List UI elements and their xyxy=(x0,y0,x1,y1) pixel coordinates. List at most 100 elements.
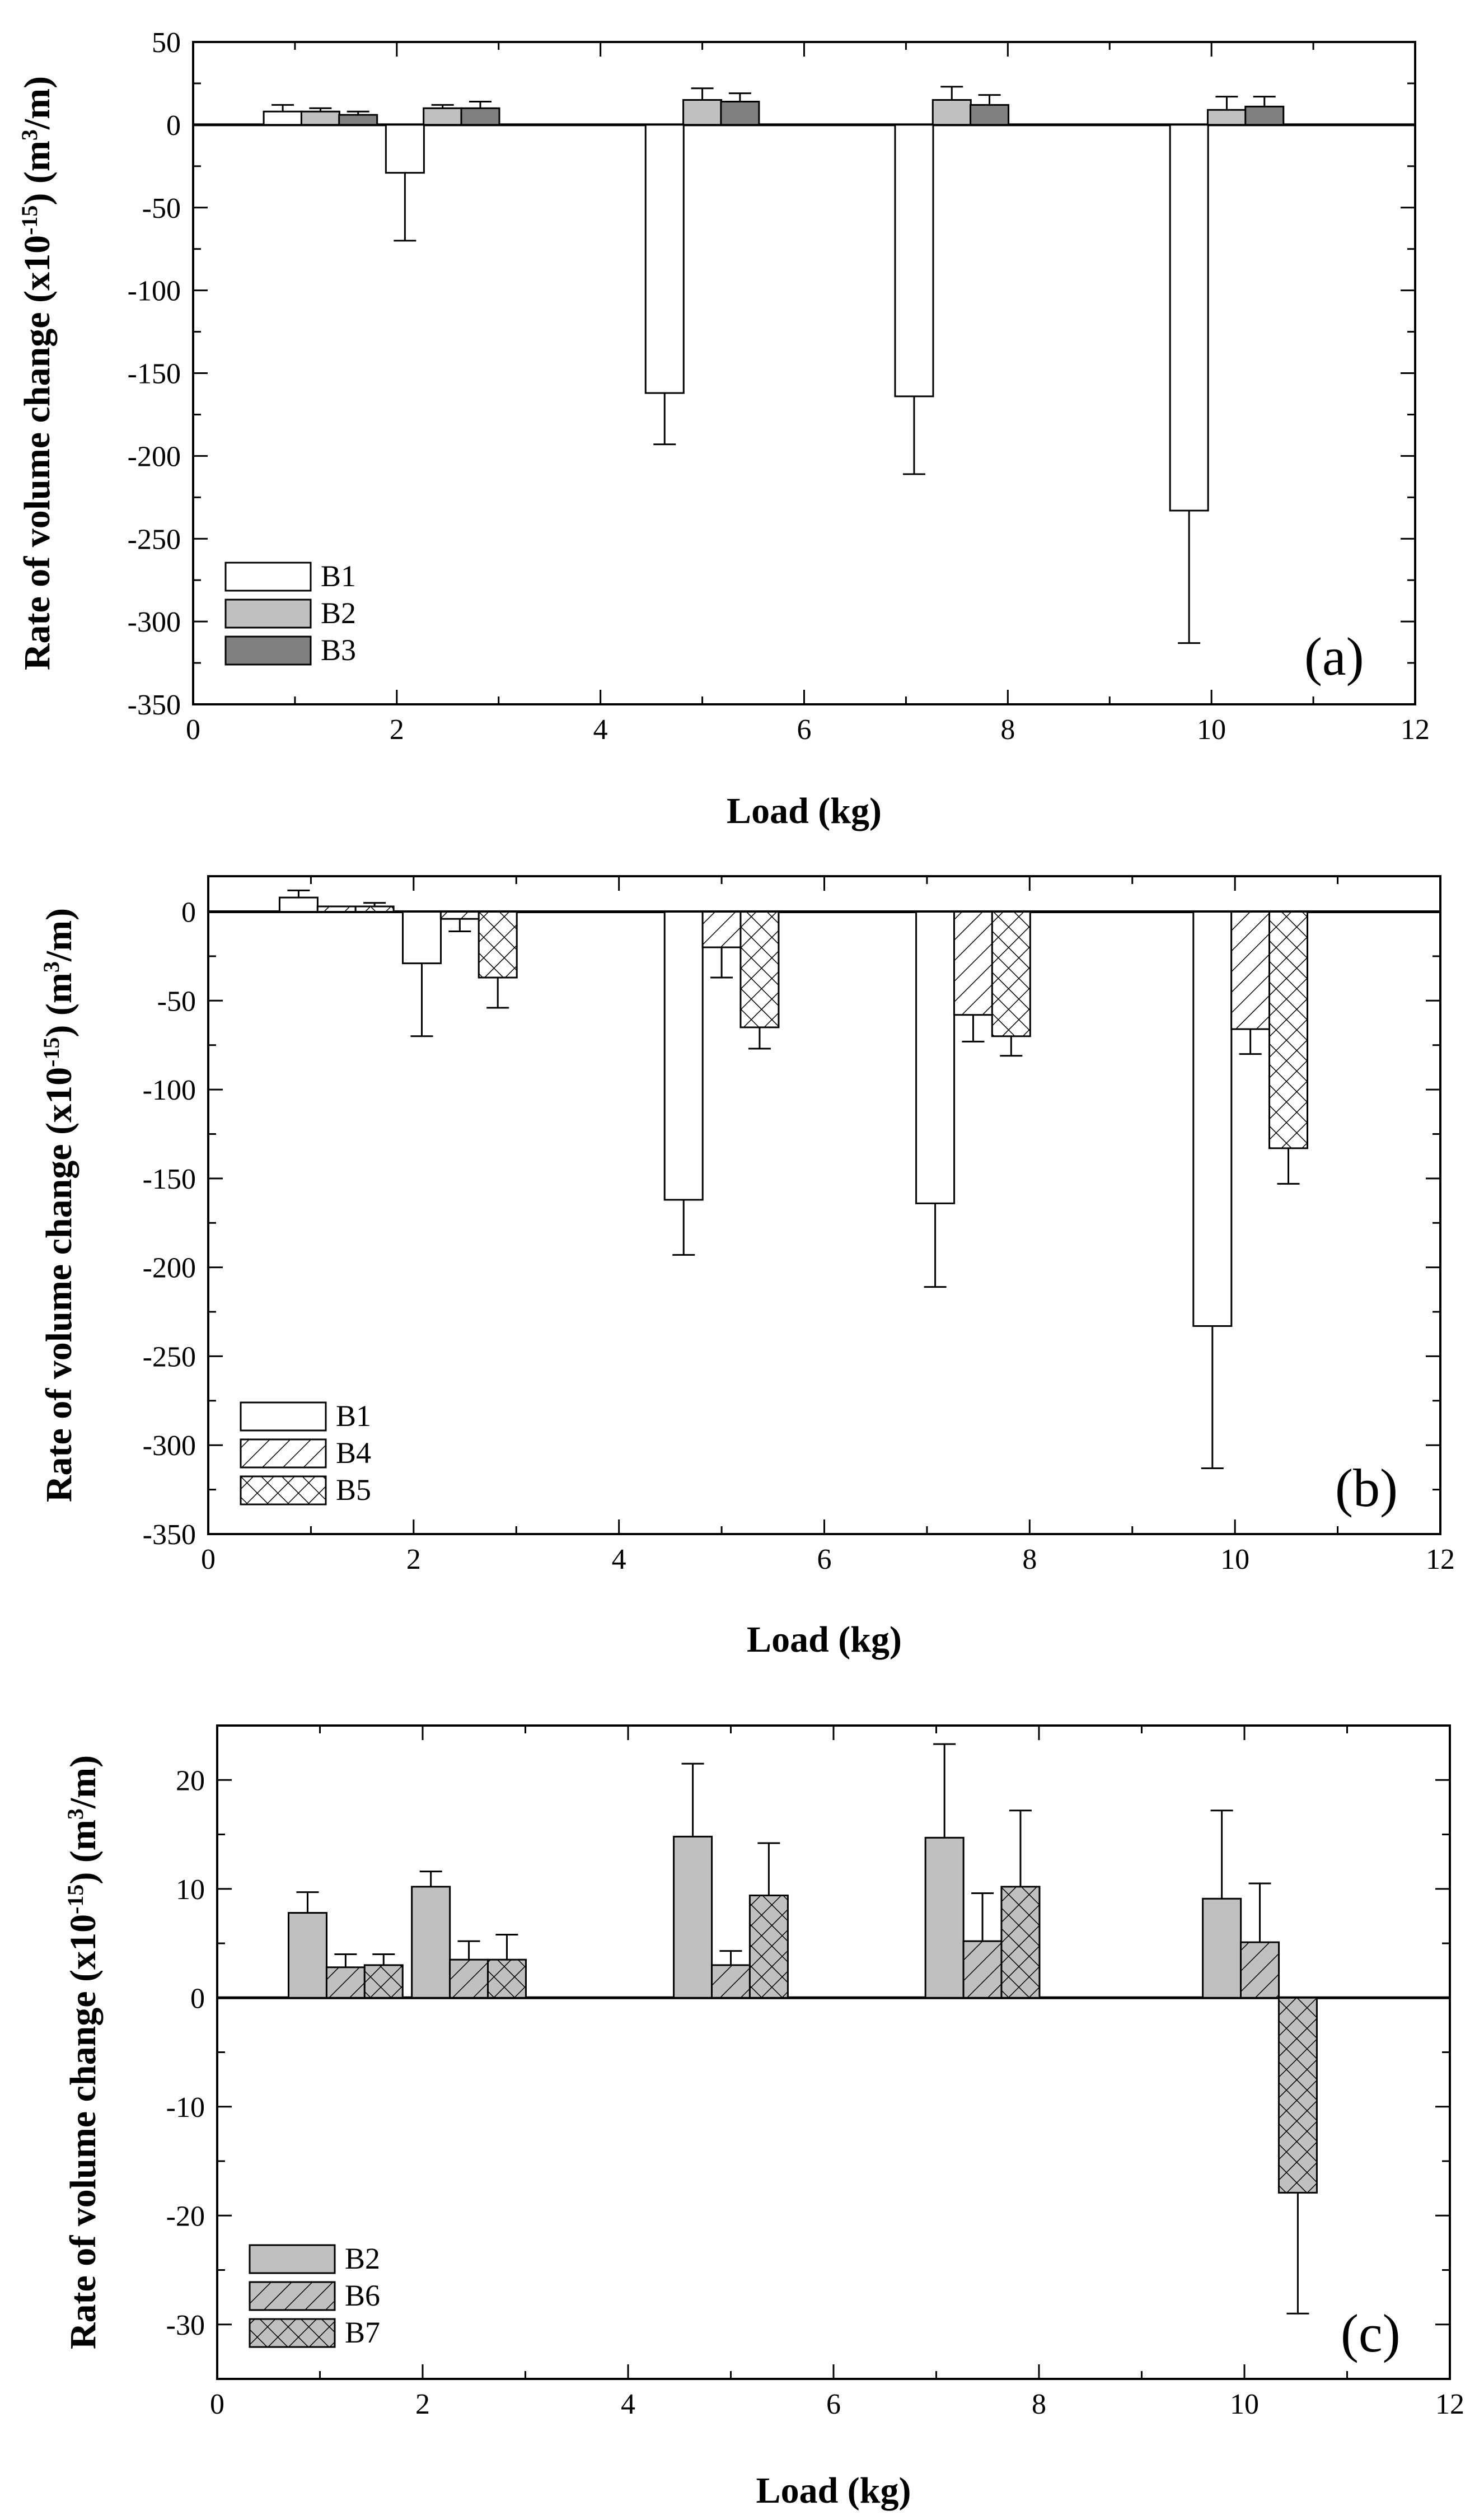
legend-swatch-B7 xyxy=(249,2318,336,2348)
bar-B2 xyxy=(673,1835,713,1999)
y-tick-label: -150 xyxy=(143,1163,196,1195)
bar-B3 xyxy=(1244,105,1285,126)
y-tick-label: -200 xyxy=(128,441,181,473)
y-tick-label: -100 xyxy=(143,1074,196,1106)
bar-B1 xyxy=(644,124,685,394)
y-tick-label: 0 xyxy=(166,110,181,142)
x-tick-label: 10 xyxy=(1230,2388,1259,2420)
y-tick-label: 20 xyxy=(176,1765,205,1797)
y-tick-label: 0 xyxy=(190,1983,205,2014)
bar-B2 xyxy=(924,1836,965,1999)
bar-B4 xyxy=(439,911,480,920)
x-tick-label: 12 xyxy=(1401,714,1430,746)
legend-swatch-B2 xyxy=(224,599,312,629)
chart-panel-c: 0 2 4 6 8 10 12 20 10 0 -10 -20 -30 B2 B6 B7 (c) Load (kg… xyxy=(63,1724,1464,2511)
legend-label-B4: B4 xyxy=(336,1436,371,1470)
bar-B1 xyxy=(263,110,303,126)
legend-label-B2: B2 xyxy=(321,596,356,630)
bar-B5 xyxy=(354,905,395,913)
x-tick-label: 4 xyxy=(621,2388,635,2420)
y-tick-label: -250 xyxy=(143,1341,196,1373)
plot-frame xyxy=(216,1724,1451,2380)
x-tick-label: 2 xyxy=(390,714,404,746)
x-tick-label: 8 xyxy=(1022,1544,1037,1575)
legend-swatch-B1 xyxy=(240,1401,327,1432)
y-tick-label: 50 xyxy=(152,27,181,59)
x-tick-label: 4 xyxy=(612,1544,626,1575)
y-tick-label: -350 xyxy=(143,1519,196,1551)
y-tick-label: -10 xyxy=(166,2092,205,2124)
bar-B4 xyxy=(953,911,993,1016)
y-axis-title: Rate of volume change (x10-15) (m3/m) xyxy=(17,76,58,670)
legend-label-B7: B7 xyxy=(345,2316,380,2349)
panel-label: (a) xyxy=(1304,627,1364,686)
x-tick-label: 12 xyxy=(1426,1544,1455,1575)
x-axis-title: Load (kg) xyxy=(756,2470,911,2511)
chart-panel-b: 0 2 4 6 8 10 120-50-100-150-200-250-300-350B1B… xyxy=(39,875,1455,1660)
bar-B5 xyxy=(991,911,1031,1037)
x-tick-label: 12 xyxy=(1435,2388,1464,2420)
y-tick-label: -150 xyxy=(128,358,181,390)
y-axis-title: Rate of volume change (x10-15) (m3/m) xyxy=(63,1755,104,2349)
bar-B1 xyxy=(894,124,934,398)
x-axis-title: Load (kg) xyxy=(747,1619,902,1660)
y-tick-label: -200 xyxy=(143,1252,196,1284)
bar-B7 xyxy=(363,1964,404,1999)
bar-B6 xyxy=(325,1966,366,1999)
x-tick-label: 2 xyxy=(406,1544,421,1575)
bar-B6 xyxy=(1240,1941,1280,1999)
x-tick-label: 4 xyxy=(593,714,608,746)
x-tick-label: 8 xyxy=(1032,2388,1046,2420)
x-tick-label: 8 xyxy=(1000,714,1015,746)
y-tick-label: -20 xyxy=(166,2200,205,2232)
x-tick-label: 0 xyxy=(201,1544,216,1575)
chart-panel-a: 0 2 4 6 8 10 12 50 0 -50 -100 -150 -200 -250 -300 -350 B… xyxy=(17,27,1430,831)
panel-label: (c) xyxy=(1341,2303,1401,2363)
y-tick-label: -250 xyxy=(128,523,181,555)
y-tick-label: -50 xyxy=(142,193,181,225)
bar-B3 xyxy=(970,104,1010,126)
y-tick-label: 0 xyxy=(181,897,196,929)
plot-frame xyxy=(192,41,1416,705)
x-axis-title: Load (kg) xyxy=(727,791,882,831)
bar-B2 xyxy=(931,99,972,126)
legend-label-B1: B1 xyxy=(321,559,356,593)
y-tick-label: -30 xyxy=(166,2309,205,2341)
x-tick-label: 2 xyxy=(415,2388,430,2420)
bar-B2 xyxy=(411,1886,451,1999)
x-tick-label: 10 xyxy=(1197,714,1226,746)
bar-B7 xyxy=(1000,1886,1041,1999)
bar-B1 xyxy=(1192,911,1233,1327)
bar-B3 xyxy=(720,100,760,126)
x-tick-label: 6 xyxy=(817,1544,832,1575)
y-tick-label: -300 xyxy=(128,606,181,638)
legend-swatch-B1 xyxy=(224,562,312,592)
bar-B2 xyxy=(287,1912,327,1999)
bar-B2 xyxy=(682,99,723,126)
bar-B1 xyxy=(663,911,704,1201)
bar-B3 xyxy=(338,114,378,126)
y-tick-label: -100 xyxy=(128,275,181,307)
bar-B5 xyxy=(1268,911,1309,1149)
legend-label-B2: B2 xyxy=(345,2242,380,2275)
legend-swatch-B6 xyxy=(249,2281,336,2311)
legend-label-B5: B5 xyxy=(336,1473,371,1507)
bar-B4 xyxy=(701,911,742,948)
legend-swatch-B5 xyxy=(240,1475,327,1506)
y-tick-label: 10 xyxy=(176,1874,205,1906)
legend-swatch-B2 xyxy=(249,2244,336,2274)
y-tick-label: -350 xyxy=(128,689,181,721)
legend-label-B1: B1 xyxy=(336,1399,371,1433)
x-tick-label: 6 xyxy=(797,714,812,746)
x-tick-label: 10 xyxy=(1220,1544,1249,1575)
bar-B4 xyxy=(1230,911,1271,1030)
bar-B1 xyxy=(385,124,425,174)
bar-B2 xyxy=(423,107,463,126)
legend-label-B3: B3 xyxy=(321,633,356,667)
bar-B1 xyxy=(278,896,319,913)
bar-B3 xyxy=(460,107,500,126)
y-tick-label: -50 xyxy=(157,985,196,1017)
panel-label: (b) xyxy=(1335,1458,1398,1518)
legend-swatch-B4 xyxy=(240,1438,327,1469)
